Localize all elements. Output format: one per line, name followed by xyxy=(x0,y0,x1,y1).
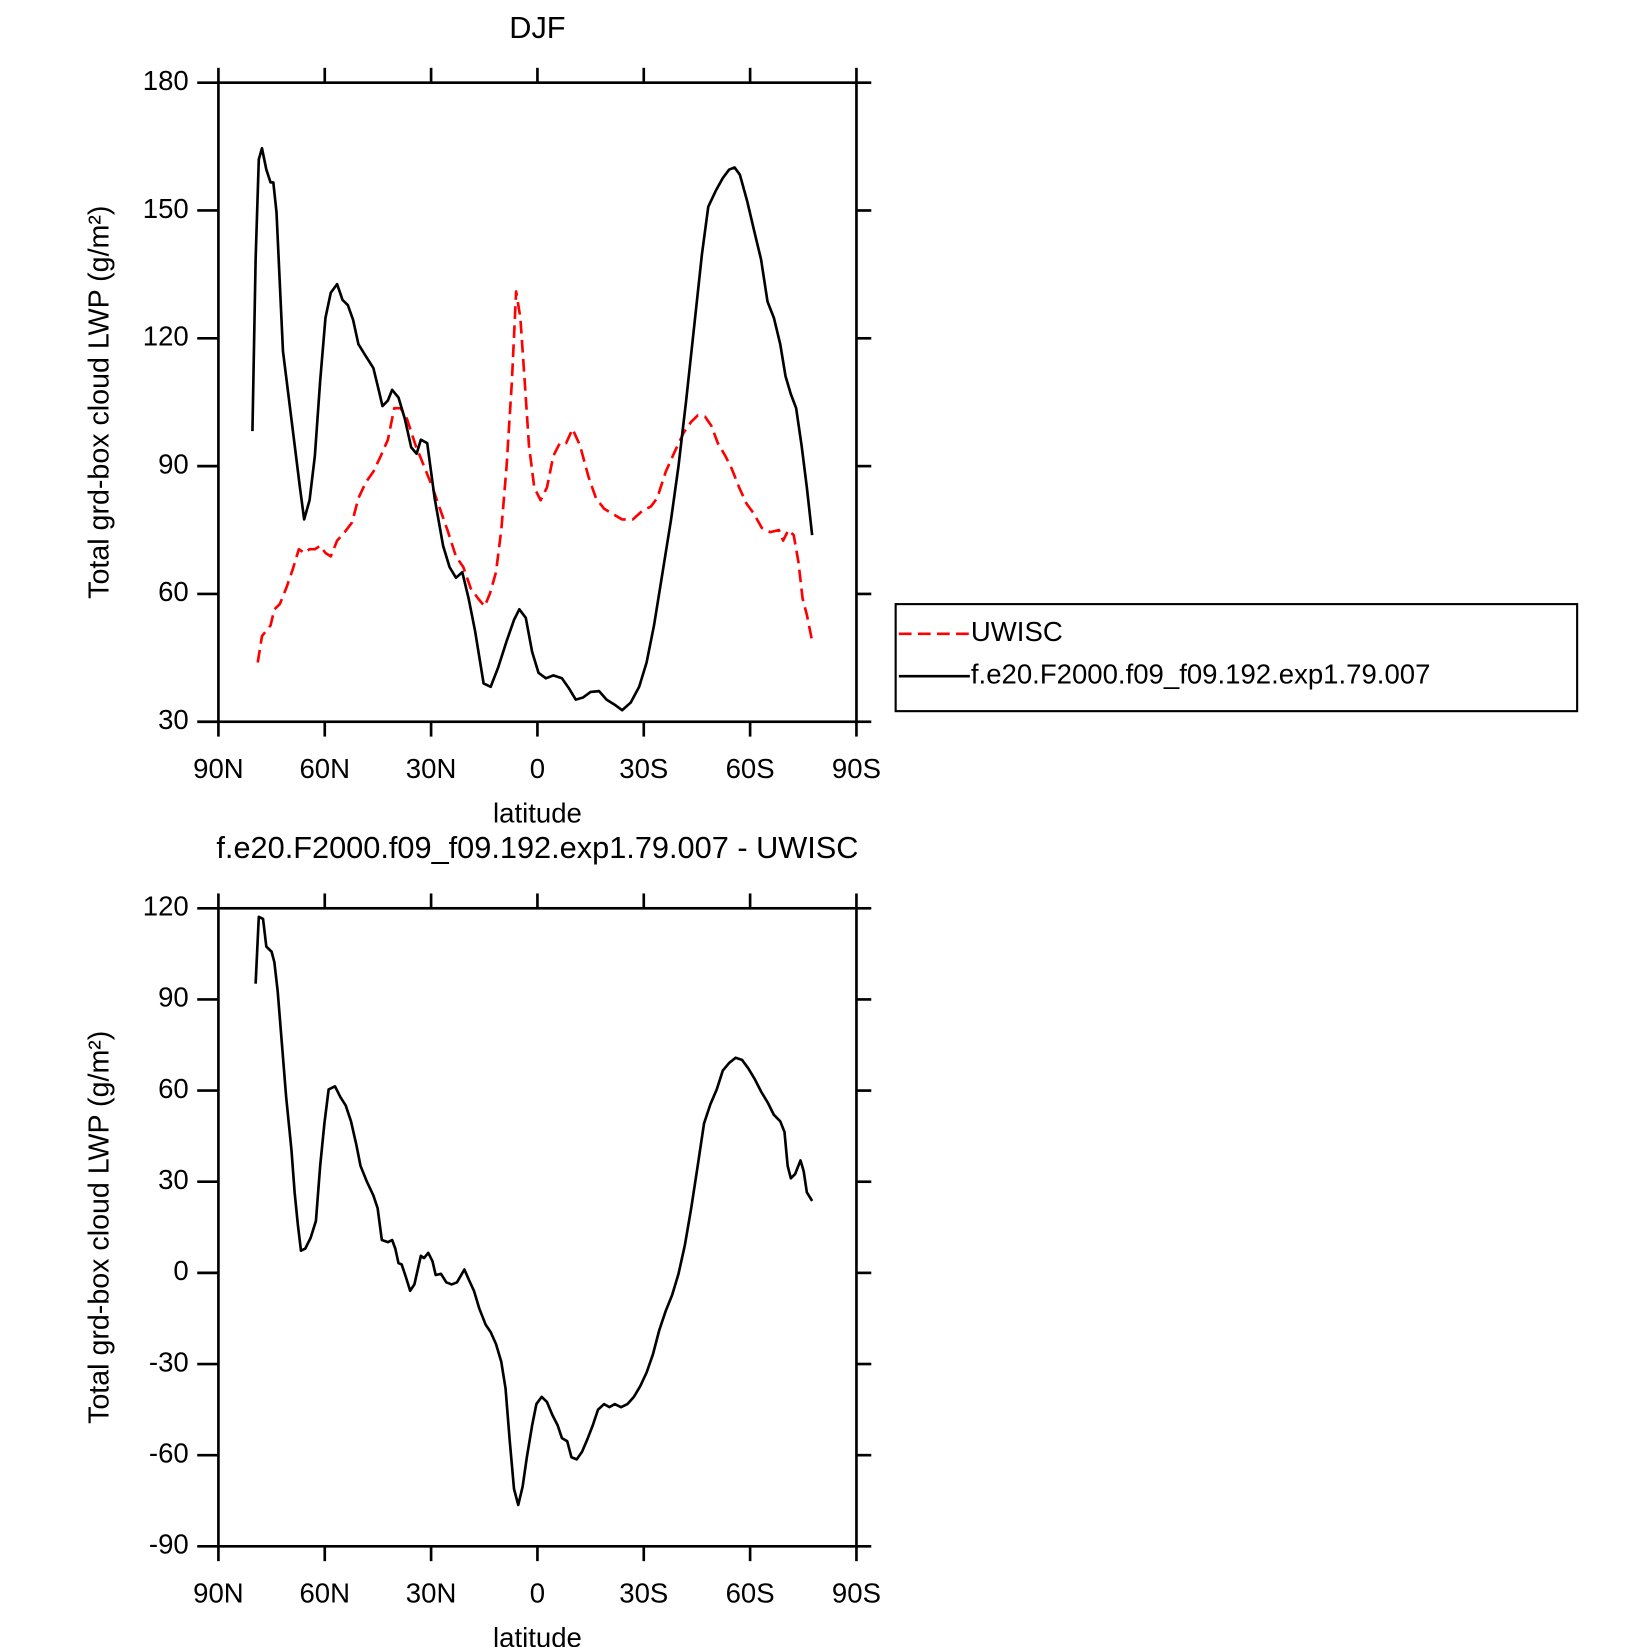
legend-label: f.e20.F2000.f09_f09.192.exp1.79.007 xyxy=(971,658,1431,689)
data-line xyxy=(256,290,814,663)
y-tick-label: 120 xyxy=(143,891,189,922)
x-tick-label: 60S xyxy=(726,753,775,784)
x-tick-label: 60S xyxy=(726,1577,775,1608)
y-axis-label: Total grd-box cloud LWP (g/m²) xyxy=(83,206,115,599)
x-tick-label: 30S xyxy=(619,753,668,784)
y-tick-label: 0 xyxy=(173,1255,188,1286)
y-tick-label: 60 xyxy=(158,1073,189,1104)
x-axis-label: latitude xyxy=(493,797,582,828)
x-tick-label: 90S xyxy=(832,1577,881,1608)
x-tick-label: 0 xyxy=(530,1577,545,1608)
x-axis-label: latitude xyxy=(493,1622,582,1647)
x-tick-label: 30S xyxy=(619,1577,668,1608)
x-tick-label: 90S xyxy=(832,753,881,784)
plot-frame xyxy=(217,81,858,724)
legend-label: UWISC xyxy=(971,616,1063,647)
x-tick-label: 60N xyxy=(299,753,350,784)
y-axis-label: Total grd-box cloud LWP (g/m²) xyxy=(83,1031,115,1424)
y-tick-label: -60 xyxy=(149,1437,189,1468)
x-tick-label: 60N xyxy=(299,1577,350,1608)
x-tick-label: 90N xyxy=(193,1577,244,1608)
y-tick-label: 90 xyxy=(158,448,189,479)
y-tick-label: 150 xyxy=(143,193,189,224)
x-tick-label: 30N xyxy=(406,753,457,784)
data-line xyxy=(254,915,814,1507)
chart-title: DJF xyxy=(509,10,565,45)
chart-title: f.e20.F2000.f09_f09.192.exp1.79.007 - UW… xyxy=(216,830,858,865)
y-tick-label: 30 xyxy=(158,704,189,735)
x-tick-label: 90N xyxy=(193,753,244,784)
y-tick-label: -30 xyxy=(149,1346,189,1377)
x-tick-label: 30N xyxy=(406,1577,457,1608)
y-tick-label: 120 xyxy=(143,321,189,352)
y-tick-label: 90 xyxy=(158,982,189,1013)
x-tick-label: 0 xyxy=(530,753,545,784)
y-tick-label: 30 xyxy=(158,1164,189,1195)
y-tick-label: -90 xyxy=(149,1529,189,1560)
legend-box xyxy=(894,603,1579,713)
y-tick-label: 180 xyxy=(143,65,189,96)
y-tick-label: 60 xyxy=(158,576,189,607)
data-line xyxy=(251,146,814,712)
